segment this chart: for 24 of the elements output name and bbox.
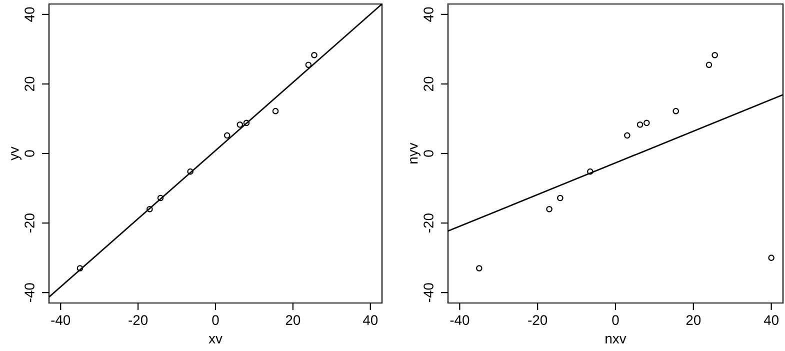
y-tick-label: 20 bbox=[24, 76, 34, 91]
y-tick-label: 20 bbox=[424, 76, 434, 91]
x-tick-label: -40 bbox=[51, 315, 70, 326]
x-tick-label: -20 bbox=[528, 315, 548, 326]
x-tick-label: 20 bbox=[686, 315, 701, 326]
y-axis-title: nyv bbox=[410, 142, 420, 164]
x-axis-title: nxv bbox=[606, 336, 626, 344]
y-axis-title: yv bbox=[11, 146, 22, 160]
x-tick-label: 0 bbox=[612, 315, 619, 326]
y-tick-label: -20 bbox=[424, 214, 434, 232]
y-tick-label: -40 bbox=[424, 283, 434, 302]
x-tick-label: 0 bbox=[212, 315, 219, 326]
x-tick-label: 40 bbox=[764, 315, 778, 326]
y-tick-label: 0 bbox=[24, 150, 34, 157]
x-axis-title: xv bbox=[208, 336, 222, 344]
y-tick-label: -40 bbox=[24, 283, 34, 302]
y-tick-label: 40 bbox=[424, 7, 434, 22]
y-tick-label: 0 bbox=[424, 150, 434, 157]
x-tick-label: 40 bbox=[362, 315, 378, 326]
y-tick-label: -20 bbox=[24, 214, 34, 232]
x-tick-label: 20 bbox=[286, 315, 300, 326]
x-tick-label: -40 bbox=[450, 315, 470, 326]
y-tick-label: 40 bbox=[24, 7, 34, 22]
x-tick-label: -20 bbox=[128, 315, 148, 326]
